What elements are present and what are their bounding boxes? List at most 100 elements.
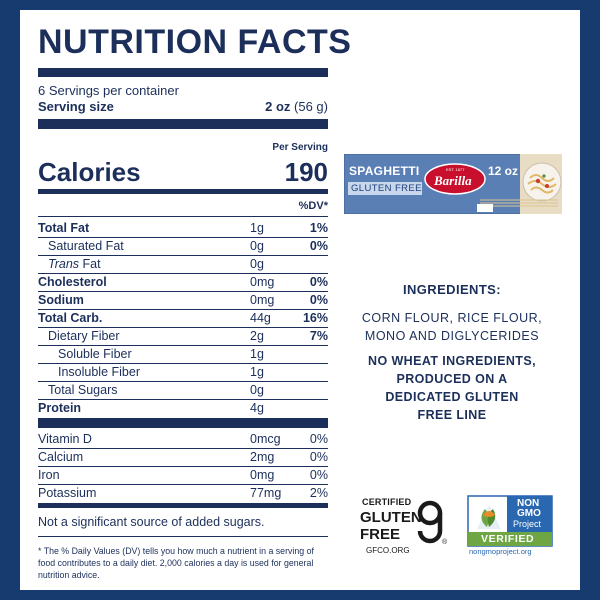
nutrient-name: Trans Fat xyxy=(38,256,250,273)
servings-per-container: 6 Servings per container xyxy=(38,83,179,98)
serving-divider xyxy=(38,119,328,129)
non-gmo-project-verified-logo: NON GMO Project VERIFIED nongmoproject.o… xyxy=(467,495,553,557)
pasta-strands xyxy=(527,174,557,194)
nongmo-gmo-text: GMO xyxy=(517,508,541,519)
vitamin-amount: 0mg xyxy=(250,468,275,482)
vitamin-dv: 2% xyxy=(309,486,328,500)
nutrient-amount: 1g xyxy=(250,365,264,379)
protein-divider xyxy=(38,418,328,428)
box-product-name: SPAGHETTI xyxy=(349,164,420,178)
nutrient-amount: 4g xyxy=(250,401,264,415)
serving-size-grams: (56 g) xyxy=(294,99,328,114)
nutrient-row-total-fat: Total Fat 1g 1% xyxy=(38,220,328,237)
nutrient-name: Insoluble Fiber xyxy=(58,365,140,379)
nutrient-row-cholesterol: Cholesterol 0mg 0% xyxy=(38,273,328,291)
vitamin-name: Vitamin D xyxy=(38,432,92,446)
nutrient-name: Cholesterol xyxy=(38,275,107,289)
vitamin-dv: 0% xyxy=(309,450,328,464)
nutrition-facts-title: NUTRITION FACTS xyxy=(38,23,352,61)
nutrient-amount: 1g xyxy=(250,221,264,235)
gf-registered-mark: ® xyxy=(442,539,448,546)
scalloped-edge xyxy=(20,578,580,600)
box-gluten-free-badge: GLUTEN FREE xyxy=(351,183,422,194)
nutrient-dv: 7% xyxy=(309,329,328,343)
spaghetti-box-graphic xyxy=(344,154,562,214)
nutrient-dv: 0% xyxy=(309,275,328,289)
nutrient-amount: 0mg xyxy=(250,275,275,289)
allergen-note-line: DEDICATED GLUTEN xyxy=(385,390,519,404)
nutrient-row-dietary-fiber: Dietary Fiber 2g 7% xyxy=(38,327,328,345)
nutrient-amount: 2g xyxy=(250,329,264,343)
allergen-note-line: PRODUCED ON A xyxy=(396,372,508,386)
vitamin-name: Calcium xyxy=(38,450,84,464)
butterfly-icon xyxy=(483,511,495,517)
barcode-mark xyxy=(477,204,493,212)
nongmo-project-text: Project xyxy=(513,519,542,529)
ingredients-title: INGREDIENTS: xyxy=(403,282,501,297)
title-divider xyxy=(38,68,328,77)
non-gmo-badge-graphic xyxy=(467,495,553,547)
vitamin-row-calcium: Calcium 2mg 0% xyxy=(38,448,328,466)
nutrient-name: Total Fat xyxy=(38,221,90,235)
nutrient-name: Protein xyxy=(38,401,82,415)
vitamin-name: Iron xyxy=(38,468,60,482)
nutrient-name: Total Sugars xyxy=(48,383,118,397)
nutrient-amount: 0mg xyxy=(250,293,275,307)
badge-blue-panel xyxy=(507,496,552,532)
vitamin-row-iron: Iron 0mg 0% xyxy=(38,466,328,484)
vitamin-name: Potassium xyxy=(38,486,97,500)
barilla-brand-small: EST. 1877 xyxy=(446,167,465,172)
nutrient-row-insoluble-fiber: Insoluble Fiber 1g xyxy=(38,363,328,381)
nongmo-site-text: nongmoproject.org xyxy=(469,547,532,556)
nutrient-amount: 0g xyxy=(250,239,264,253)
nutrient-amount: 1g xyxy=(250,347,264,361)
serving-size-row: Serving size 2 oz (56 g) xyxy=(38,98,328,115)
per-serving-heading: Per Serving xyxy=(272,142,328,153)
spaghetti-box-image: SPAGHETTI GLUTEN FREE EST. 1877 Barilla … xyxy=(344,154,562,214)
calories-row: Calories 190 xyxy=(38,157,328,189)
pasta-plate xyxy=(522,162,562,202)
nongmo-non-text: NON xyxy=(517,498,540,509)
nutrient-amount: 0g xyxy=(250,257,264,271)
nutrient-amount: 0g xyxy=(250,383,264,397)
nutrient-dv: 0% xyxy=(309,239,328,253)
basil-piece xyxy=(542,174,546,178)
ingredients-list: CORN FLOUR, RICE FLOUR, MONO AND DIGLYCE… xyxy=(346,309,558,345)
serving-size-value: 2 oz xyxy=(265,99,291,114)
vitamin-row-potassium: Potassium 77mg 2% xyxy=(38,484,328,502)
nutrient-table: Total Fat 1g 1% Saturated Fat 0g 0% Tran… xyxy=(38,220,328,417)
allergen-note: NO WHEAT INGREDIENTS, PRODUCED ON A DEDI… xyxy=(346,352,558,424)
serving-size-value-group: 2 oz (56 g) xyxy=(265,98,328,115)
nutrient-row-trans-fat: Trans Fat 0g xyxy=(38,255,328,273)
gf-certified-text: CERTIFIED xyxy=(362,497,412,507)
verified-green-band xyxy=(468,532,552,546)
calories-divider xyxy=(38,189,328,194)
vitamin-dv: 0% xyxy=(309,432,328,446)
nutrient-row-total-carb: Total Carb. 44g 16% xyxy=(38,309,328,327)
vitamin-divider xyxy=(38,503,328,508)
ingredients-line: MONO AND DIGLYCERIDES xyxy=(364,329,540,343)
gf-site-text: GFCO.ORG xyxy=(366,546,410,555)
barilla-brand: Barilla xyxy=(434,173,472,188)
nutrient-row-saturated-fat: Saturated Fat 0g 0% xyxy=(38,237,328,255)
allergen-note-line: FREE LINE xyxy=(417,408,487,422)
allergen-note-line: NO WHEAT INGREDIENTS, xyxy=(368,354,536,368)
ingredients-section: INGREDIENTS: CORN FLOUR, RICE FLOUR, MON… xyxy=(346,282,558,424)
gf-gluten-text: GLUTEN xyxy=(360,509,422,526)
nongmo-verified-text: VERIFIED xyxy=(481,533,535,545)
nutrient-row-sodium: Sodium 0mg 0% xyxy=(38,291,328,309)
added-sugars-note: Not a significant source of added sugars… xyxy=(38,515,265,529)
serving-size-label: Serving size xyxy=(38,99,114,114)
nutrient-row-soluble-fiber: Soluble Fiber 1g xyxy=(38,345,328,363)
nutrient-dv: 16% xyxy=(302,311,328,325)
gf-free-text: FREE xyxy=(360,526,401,543)
nutrient-dv: 1% xyxy=(309,221,328,235)
dv-divider xyxy=(38,216,328,217)
box-weight: 12 oz xyxy=(488,164,519,178)
nutrient-name: Sodium xyxy=(38,293,84,307)
tomato-piece xyxy=(535,178,541,184)
tomato-piece xyxy=(545,184,549,188)
daily-value-footnote: * The % Daily Values (DV) tells you how … xyxy=(38,546,314,580)
gluten-free-badge-bg xyxy=(348,182,422,195)
vitamin-amount: 2mg xyxy=(250,450,275,464)
